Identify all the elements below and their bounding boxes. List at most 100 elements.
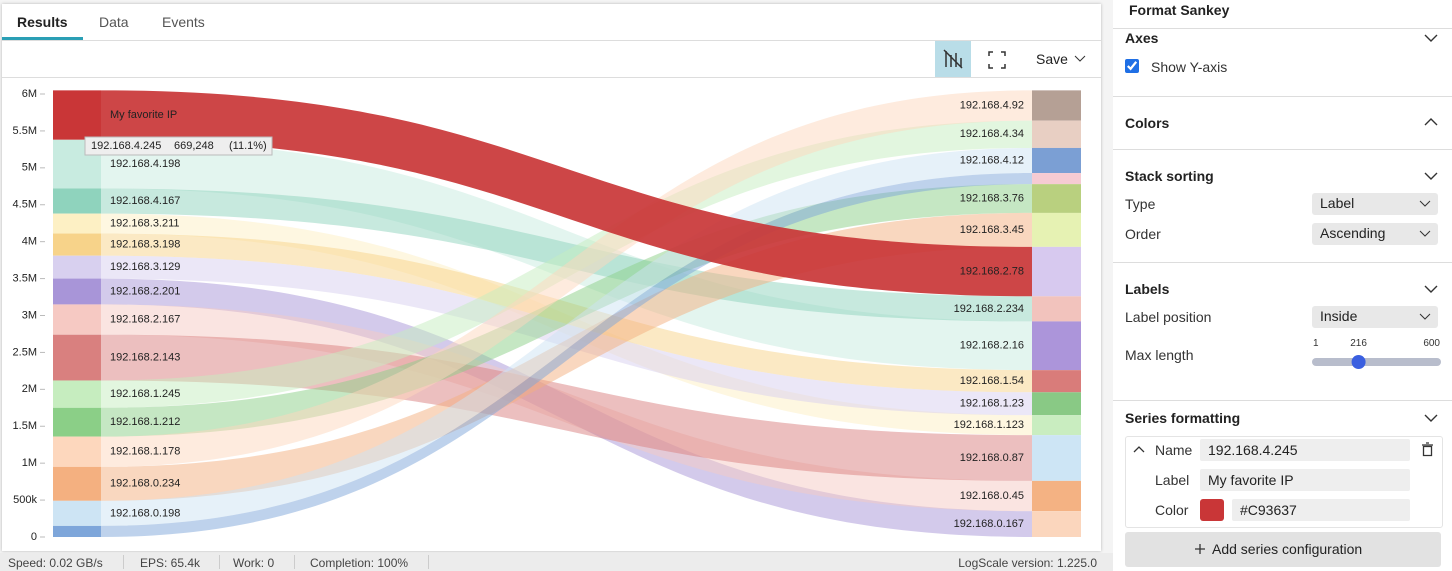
color-label: Color: [1155, 502, 1189, 518]
right-node-label: 192.168.1.23: [960, 398, 1024, 410]
right-node: [1032, 173, 1081, 185]
type-label: Type: [1125, 196, 1156, 212]
panel-title: Format Sankey: [1129, 2, 1230, 18]
chevron-up[interactable]: [1424, 118, 1438, 126]
chevron-down[interactable]: [1424, 34, 1438, 42]
status-bar: Speed: 0.02 GB/s EPS: 65.4k Work: 0 Comp…: [0, 553, 1452, 571]
slider-min-label: 1: [1313, 338, 1319, 349]
format-panel: Format Sankey Axes Show Y-axis Colors St…: [1113, 0, 1452, 571]
separator: [428, 555, 429, 569]
series-formatting-header[interactable]: Series formatting: [1125, 410, 1241, 426]
save-chevron: [1074, 55, 1086, 62]
order-value: Ascending: [1320, 225, 1386, 241]
chart-type-button[interactable]: [935, 41, 971, 77]
divider: [1113, 96, 1452, 97]
labels-header[interactable]: Labels: [1125, 281, 1170, 297]
name-value: 192.168.4.245: [1208, 442, 1298, 458]
right-node-label: 192.168.4.34: [960, 128, 1024, 140]
stack-sorting-header[interactable]: Stack sorting: [1125, 168, 1214, 184]
max-length-label: Max length: [1125, 347, 1194, 363]
right-node: [1032, 392, 1081, 416]
tab-results[interactable]: Results: [17, 14, 68, 30]
right-node-label: 192.168.0.87: [960, 452, 1024, 464]
y-tick-label: 0: [31, 531, 37, 543]
left-node-label: 192.168.2.201: [110, 285, 180, 297]
delete-icon[interactable]: [1422, 442, 1433, 457]
show-y-axis-checkbox[interactable]: [1125, 59, 1139, 73]
fullscreen-button[interactable]: [988, 51, 1006, 69]
slider-track: [1312, 358, 1441, 366]
separator: [123, 555, 124, 569]
series-config-box: [1125, 436, 1443, 528]
label-input[interactable]: My favorite IP: [1200, 469, 1410, 491]
select-chevron: [1419, 230, 1431, 237]
axes-header[interactable]: Axes: [1125, 30, 1159, 46]
collapse-chevron[interactable]: [1133, 446, 1145, 453]
right-node-label: 192.168.2.78: [960, 266, 1024, 278]
slider-max-label: 600: [1423, 338, 1440, 349]
left-node-label: 192.168.2.143: [110, 351, 180, 363]
colors-header[interactable]: Colors: [1125, 115, 1170, 131]
save-button[interactable]: Save: [1036, 51, 1068, 67]
chart-type-icon: [943, 49, 963, 69]
label-value: My favorite IP: [1208, 472, 1294, 488]
divider: [1113, 262, 1452, 263]
status-speed: Speed: 0.02 GB/s: [8, 556, 103, 570]
order-select[interactable]: Ascending: [1312, 223, 1438, 245]
right-node-label: 192.168.1.54: [960, 375, 1024, 387]
slider-value-label: 216: [1350, 338, 1367, 349]
label-position-label: Label position: [1125, 309, 1212, 325]
separator: [294, 555, 295, 569]
right-node-label: 192.168.3.76: [960, 192, 1024, 204]
y-tick-label: 4.5M: [13, 199, 37, 211]
left-node: [53, 188, 101, 214]
left-node-label: 192.168.2.167: [110, 313, 180, 325]
status-completion: Completion: 100%: [310, 556, 409, 570]
divider: [1113, 400, 1452, 401]
type-select[interactable]: Label: [1312, 193, 1438, 215]
right-node-label: 192.168.0.45: [960, 490, 1024, 502]
left-node-label: 192.168.0.234: [110, 478, 180, 490]
tab-events[interactable]: Events: [162, 14, 205, 30]
y-tick-label: 6M: [22, 88, 37, 100]
flow: [101, 90, 1032, 297]
right-node: [1032, 120, 1081, 148]
right-node-label: 192.168.0.167: [954, 518, 1024, 530]
left-node-label: 192.168.1.178: [110, 446, 180, 458]
tab-data[interactable]: Data: [99, 14, 129, 30]
chevron-down[interactable]: [1424, 285, 1438, 293]
status-eps: EPS: 65.4k: [140, 556, 201, 570]
right-node-label: 192.168.4.12: [960, 154, 1024, 166]
y-tick-label: 2.5M: [13, 346, 37, 358]
tooltip-percent: (11.1%): [229, 140, 267, 152]
label-position-select[interactable]: Inside: [1312, 306, 1438, 328]
left-node: [53, 380, 101, 408]
left-node-label: 192.168.3.211: [110, 217, 180, 229]
right-node: [1032, 415, 1081, 436]
flow: [101, 184, 1032, 437]
show-y-axis-label[interactable]: Show Y-axis: [1151, 59, 1228, 75]
left-node: [53, 278, 101, 305]
plus-icon: [1195, 544, 1205, 554]
chevron-down[interactable]: [1424, 172, 1438, 180]
name-input[interactable]: 192.168.4.245: [1200, 439, 1410, 461]
y-tick-label: 3.5M: [13, 272, 37, 284]
right-node-label: 192.168.4.92: [960, 99, 1024, 111]
left-node: [53, 525, 101, 537]
left-node: [53, 304, 101, 335]
left-node: [53, 255, 101, 279]
max-length-slider[interactable]: 1 216 600: [1312, 336, 1442, 376]
results-card: 0 500k 1M 1.5M 2M 2.5M 3M 3.5M 4M 4.5M 5M 5.5M 6M My …: [2, 4, 1101, 551]
add-series-button[interactable]: Add series configuration: [1125, 532, 1441, 567]
chevron-down[interactable]: [1424, 414, 1438, 422]
y-tick-label: 1M: [22, 457, 37, 469]
right-node: [1032, 90, 1081, 121]
right-node: [1032, 147, 1081, 174]
type-value: Label: [1320, 195, 1355, 211]
color-swatch[interactable]: [1200, 499, 1224, 521]
right-node: [1032, 435, 1081, 481]
divider: [1113, 28, 1452, 29]
color-input[interactable]: #C93637: [1232, 499, 1410, 521]
